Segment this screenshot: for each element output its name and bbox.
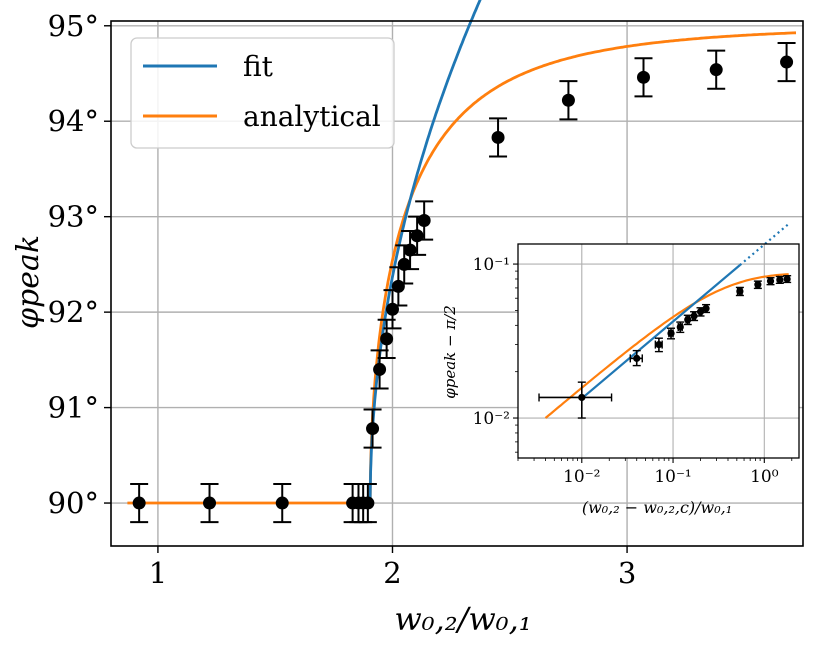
inset-data-point [736, 287, 744, 295]
main-x-tick-label: 3 [618, 556, 636, 590]
main-y-tick-label: 92° [48, 295, 99, 329]
inset-curves [544, 223, 790, 419]
main-y-tick-label: 95° [48, 9, 99, 43]
inset-data-point [776, 276, 784, 284]
main-data-point [132, 496, 146, 510]
main-y-tick-label: 94° [48, 104, 99, 138]
inset-grid [518, 244, 799, 458]
main-curves [127, 0, 797, 505]
main-y-tick-label: 90° [48, 486, 99, 520]
main-data-point [491, 130, 505, 144]
main-data-point [361, 496, 375, 510]
main-y-axis-label: φpeak [11, 235, 46, 329]
inset-points [538, 274, 792, 419]
inset-data-point [578, 393, 586, 402]
legend: fit analytical [130, 37, 395, 149]
inset-x-axis-label: (w₀,₂ − w₀,₂,c)/w₀,₁ [582, 498, 732, 517]
inset-data-point [676, 323, 684, 331]
inset-y-axis-label: φpeak − π/2 [441, 305, 459, 399]
inset-x-tick-label: 10⁻² [563, 467, 600, 487]
main-x-axis-label: w₀,₂/w₀,₁ [394, 600, 531, 638]
inset-data-point [690, 312, 698, 320]
main-data-point [403, 243, 417, 257]
legend-fit-label: fit [243, 50, 274, 83]
inset-x-tick-label: 10⁻¹ [654, 467, 691, 487]
main-frame [110, 20, 804, 547]
main-data-point [373, 362, 387, 376]
main-data-point [203, 496, 217, 510]
main-data-point [780, 55, 794, 69]
inset-frame [517, 243, 800, 459]
analytical-curve [127, 31, 797, 505]
inset-data-point [696, 308, 705, 316]
main-data-point [709, 63, 723, 77]
legend-analytical-label: analytical [243, 100, 381, 133]
inset-data-point [667, 329, 675, 337]
main-data-point [380, 332, 394, 346]
main-ticks: 1 2 3 90° 91° 92° 93° 94° 95° [48, 9, 637, 590]
main-data-point [636, 70, 650, 84]
main-x-tick-label: 1 [149, 556, 167, 590]
inset-analytical-curve [544, 273, 789, 419]
inset-data-point [766, 277, 775, 285]
inset-ticks: 10⁻² 10⁻¹ 10⁰ 10⁻² 10⁻¹ [473, 255, 793, 487]
main-y-tick-label: 91° [48, 391, 99, 425]
main-points [130, 41, 796, 524]
inset-y-tick-label: 10⁻² [473, 409, 510, 429]
main-data-point [391, 279, 405, 293]
inset-data-point [783, 275, 791, 283]
main-data-point [561, 93, 575, 107]
inset-fit-line-solid [581, 264, 741, 400]
inset-data-point [754, 281, 762, 289]
inset-data-point [702, 304, 710, 313]
main-data-point [275, 496, 289, 510]
inset-data-point [684, 316, 692, 324]
main-y-tick-label: 93° [48, 200, 99, 234]
main-data-point [397, 257, 411, 271]
inset-data-point [655, 340, 663, 349]
main-data-point [366, 422, 380, 436]
inset-y-tick-label: 10⁻¹ [473, 255, 510, 275]
fit-curve-solid [368, 0, 482, 503]
inset-data-point [633, 354, 641, 362]
main-x-tick-label: 2 [383, 556, 401, 590]
inset-x-tick-label: 10⁰ [750, 467, 779, 487]
main-data-point [417, 214, 431, 227]
